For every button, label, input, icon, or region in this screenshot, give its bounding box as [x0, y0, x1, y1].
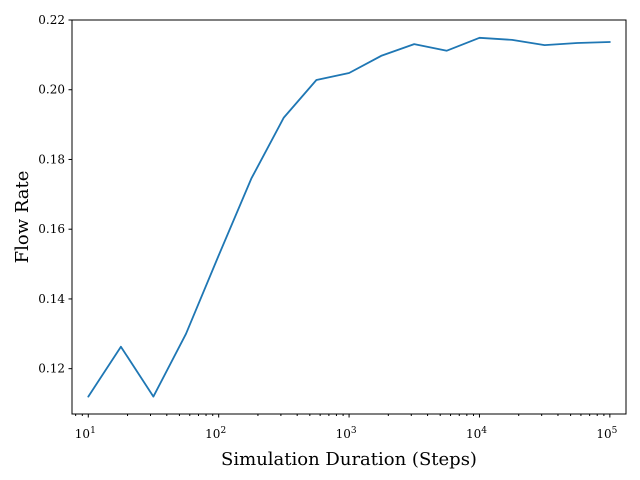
y-tick-label: 0.18	[38, 152, 65, 166]
x-tick-label: 102	[205, 426, 226, 441]
y-axis-label: Flow Rate	[12, 171, 33, 264]
y-tick-label: 0.14	[38, 292, 65, 306]
series-line	[87, 36, 611, 398]
x-axis: 101 102 103 104 105	[75, 414, 618, 441]
y-tick-label: 0.20	[38, 83, 65, 97]
y-axis: 0.12 0.14 0.16 0.18 0.20 0.22	[38, 13, 72, 376]
plot-area	[87, 36, 611, 398]
x-tick-label: 105	[596, 426, 617, 441]
x-axis-label: Simulation Duration (Steps)	[221, 449, 477, 470]
y-tick-label: 0.16	[38, 222, 65, 236]
y-tick-label: 0.22	[38, 13, 65, 27]
y-tick-label: 0.12	[38, 362, 65, 376]
axes-frame	[71, 19, 627, 415]
x-tick-label: 103	[336, 426, 357, 441]
x-tick-label: 101	[75, 426, 96, 441]
x-tick-label: 104	[466, 426, 487, 441]
